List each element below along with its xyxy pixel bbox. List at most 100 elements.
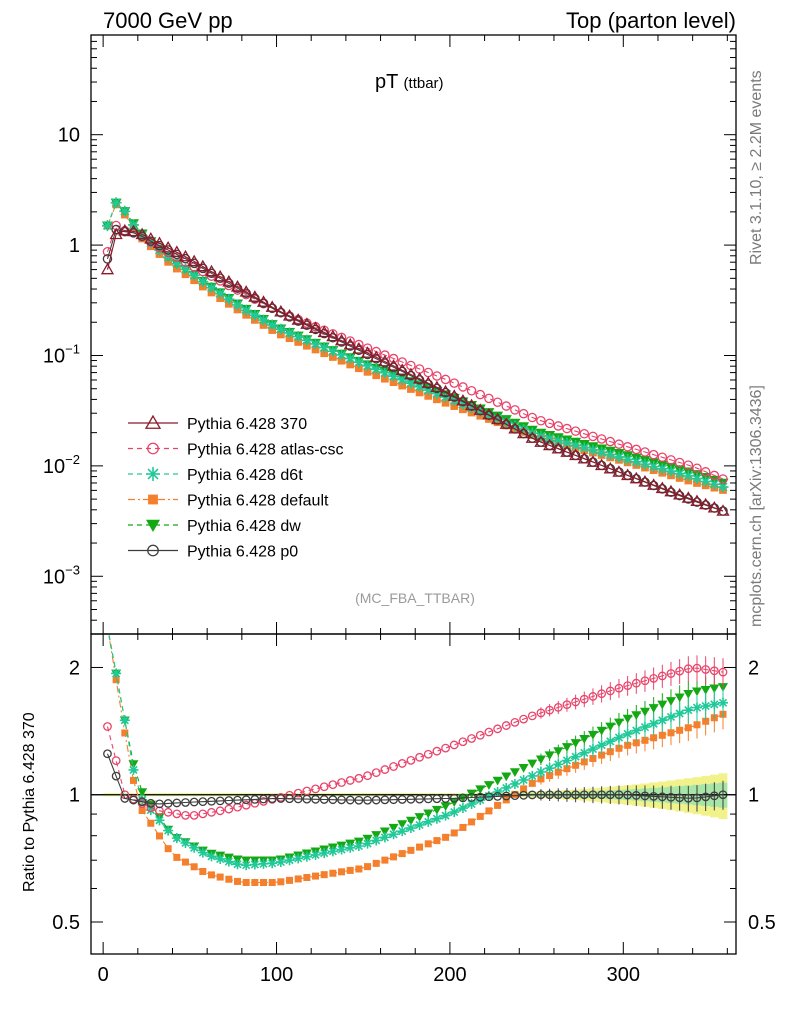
data-point (336, 349, 348, 361)
ratio-point (311, 784, 320, 794)
ratio-point (640, 676, 650, 686)
y-tick-label: 10−2 (43, 452, 80, 478)
ratio-point (433, 837, 441, 845)
ratio-point (267, 858, 278, 869)
ratio-point (303, 874, 311, 882)
ratio-point (598, 751, 606, 759)
legend-label: Pythia 6.428 p0 (187, 544, 298, 561)
ratio-point (596, 726, 607, 736)
ratio-point (155, 832, 163, 840)
data-point (613, 451, 625, 463)
data-point (595, 458, 609, 471)
ratio-point (613, 732, 624, 743)
ratio-point (535, 755, 546, 765)
ratio-point (398, 850, 406, 858)
data-point (587, 444, 599, 456)
ratio-point (631, 711, 642, 720)
ratio-point (468, 818, 476, 826)
ratio-point (597, 689, 607, 699)
ratio-point (554, 768, 562, 776)
ratio-point (648, 704, 659, 713)
data-point (718, 474, 728, 484)
ratio-point (622, 714, 633, 724)
ratio-point (206, 851, 217, 862)
ratio-point (440, 810, 451, 821)
data-point (171, 258, 183, 270)
data-point (656, 463, 668, 475)
ratio-point (423, 816, 434, 827)
ratio-point (102, 622, 112, 632)
data-point (709, 470, 720, 481)
ratio-point (129, 776, 137, 784)
data-point (405, 377, 417, 389)
data-point (525, 431, 539, 443)
ratio-point (692, 793, 702, 803)
ratio-point (405, 823, 416, 834)
ratio-point (232, 859, 243, 870)
data-point (379, 367, 391, 379)
data-point (570, 439, 582, 451)
data-point (570, 426, 581, 436)
data-point (346, 360, 355, 369)
ratio-point (111, 771, 121, 781)
data-point (665, 465, 677, 477)
ratio-point (372, 859, 380, 867)
ratio-point (700, 701, 711, 712)
ratio-point (709, 666, 719, 676)
ratio-line (108, 634, 724, 884)
data-point (389, 378, 398, 386)
ratio-point (666, 792, 676, 802)
data-point (421, 376, 435, 388)
ratio-point (449, 740, 459, 750)
ratio-point (137, 797, 147, 807)
ratio-point (561, 743, 572, 752)
ratio-point (424, 840, 432, 848)
ratio-point (163, 825, 174, 836)
data-point (172, 252, 182, 262)
ratio-point (111, 668, 122, 679)
ratio-point (492, 786, 503, 797)
y-tick-label-exp: −3 (65, 562, 80, 577)
ratio-point (104, 623, 111, 630)
ratio-point (501, 772, 512, 782)
y-tick-label-exp: −2 (65, 452, 80, 467)
data-point (630, 456, 642, 468)
ratio-point (440, 802, 451, 811)
ratio-point (639, 707, 650, 717)
data-point (274, 304, 288, 317)
data-point (386, 359, 401, 371)
ratio-point (450, 829, 458, 837)
ratio-point (587, 730, 598, 740)
ratio-point (259, 796, 268, 806)
data-point (501, 401, 512, 411)
legend-label: Pythia 6.428 d6t (187, 467, 303, 484)
y-tick-label-base: 1 (69, 235, 80, 257)
ratio-point (319, 782, 329, 792)
ratio-point (172, 809, 182, 819)
ratio-point (458, 793, 468, 803)
ratio-point (520, 785, 528, 793)
data-point (482, 407, 496, 420)
ratio-point (657, 792, 667, 802)
legend-marker (148, 494, 158, 505)
ratio-point (327, 846, 338, 857)
data-point (629, 471, 643, 484)
ratio-point (553, 790, 563, 800)
ratio-y-tick-label: 0.5 (52, 912, 80, 934)
y-tick-label-base: 10 (43, 345, 65, 367)
ratio-point (293, 853, 304, 864)
data-point (631, 444, 642, 455)
data-point (440, 374, 451, 385)
data-point (666, 455, 676, 465)
ratio-point (691, 687, 702, 697)
ratio-point (485, 807, 493, 815)
data-point (508, 421, 522, 434)
data-point (466, 385, 477, 396)
ratio-point (423, 794, 433, 804)
ratio-point (397, 820, 408, 830)
ratio-point (371, 795, 381, 805)
plot-title: pT (ttbar) (375, 71, 444, 93)
ratio-point (223, 856, 234, 867)
ratio-axis-ticks: 2 2 1 1 0.5 0.5 0 100 200 300 (52, 634, 776, 986)
series-0 (100, 223, 730, 516)
